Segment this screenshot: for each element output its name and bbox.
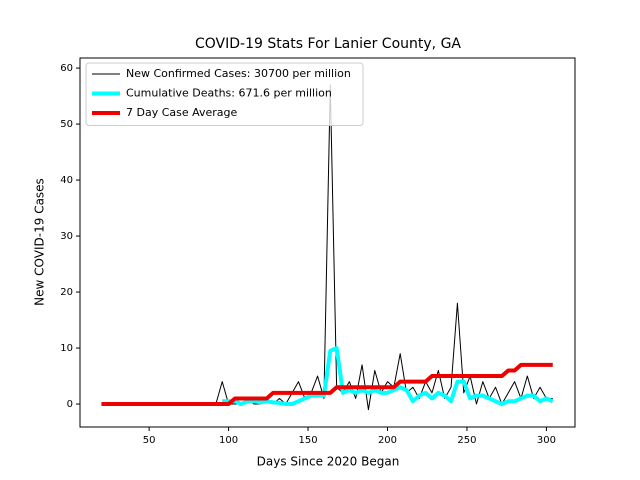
y-tick-label: 40: [60, 175, 73, 186]
y-tick-label: 50: [60, 119, 73, 130]
y-tick-label: 30: [60, 231, 73, 242]
x-tick-label: 200: [378, 435, 397, 446]
plot-frame: [79, 57, 576, 428]
y-tick-label: 0: [67, 399, 73, 410]
legend-label: 7 Day Case Average: [126, 106, 238, 119]
x-tick-label: 300: [537, 435, 556, 446]
legend-label: New Confirmed Cases: 30700 per million: [126, 67, 351, 80]
y-tick-label: 10: [60, 343, 73, 354]
chart-title: COVID-19 Stats For Lanier County, GA: [195, 36, 461, 52]
series-line: [222, 346, 554, 407]
series-line: [101, 362, 553, 407]
x-tick-label: 150: [298, 435, 317, 446]
x-tick-label: 100: [219, 435, 238, 446]
x-tick-label: 50: [143, 435, 156, 446]
plot-lines: [101, 84, 554, 411]
y-axis-label: New COVID-19 Cases: [33, 178, 47, 306]
legend-box: [85, 62, 364, 126]
x-axis-label: Days Since 2020 Began: [257, 455, 400, 469]
y-tick-label: 20: [60, 287, 73, 298]
legend-label: Cumulative Deaths: 671.6 per million: [126, 87, 332, 100]
series-line: [209, 84, 553, 411]
x-tick-label: 250: [457, 435, 476, 446]
y-tick-label: 60: [60, 63, 73, 74]
